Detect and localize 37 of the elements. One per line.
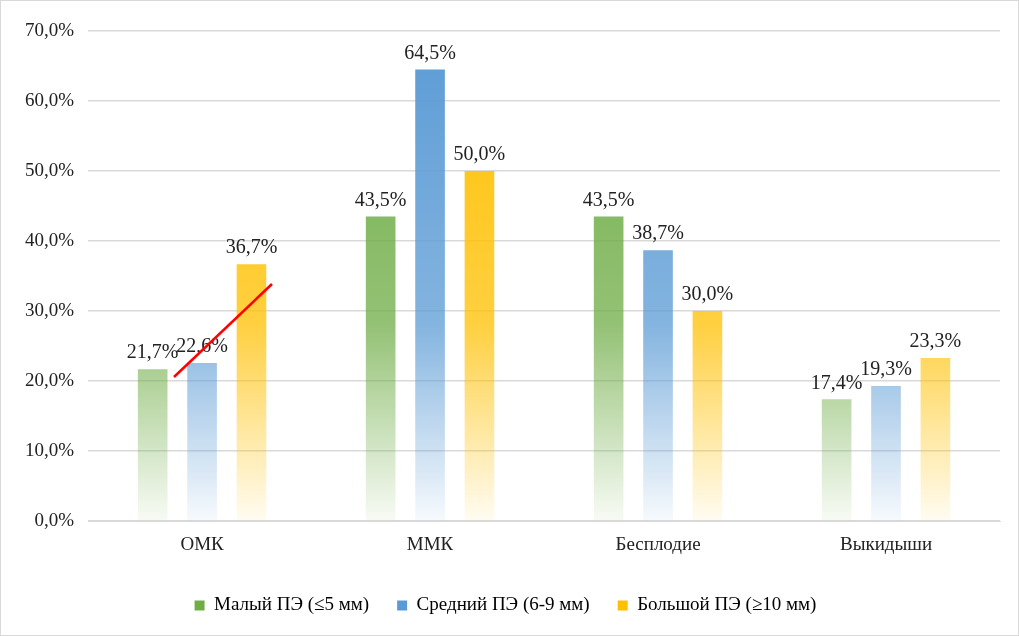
x-tick-label: ОМК bbox=[180, 532, 225, 554]
y-tick-label: 30,0% bbox=[25, 299, 75, 321]
x-tick-label: Бесплодие bbox=[615, 532, 701, 554]
y-tick-label: 60,0% bbox=[25, 89, 75, 111]
legend-label: Малый ПЭ (≤5 мм) bbox=[214, 593, 370, 616]
data-label: 23,3% bbox=[909, 329, 962, 352]
data-label: 43,5% bbox=[354, 187, 407, 210]
y-tick-label: 20,0% bbox=[25, 369, 75, 391]
bar bbox=[821, 399, 852, 521]
legend-label: Средний ПЭ (6-9 мм) bbox=[416, 593, 590, 616]
bar bbox=[643, 250, 673, 521]
data-label: 19,3% bbox=[860, 357, 912, 380]
bar bbox=[415, 69, 445, 521]
data-label: 50,0% bbox=[453, 142, 506, 165]
data-label: 38,7% bbox=[632, 221, 684, 244]
bar bbox=[464, 171, 495, 521]
y-tick-label: 70,0% bbox=[25, 18, 75, 40]
bar bbox=[137, 369, 168, 521]
bar bbox=[187, 362, 217, 521]
bar bbox=[365, 216, 396, 521]
bar bbox=[920, 358, 951, 521]
bar bbox=[236, 264, 267, 521]
y-tick-label: 40,0% bbox=[25, 229, 75, 251]
data-label: 17,4% bbox=[810, 370, 863, 393]
legend-label: Большой ПЭ (≥10 мм) bbox=[637, 593, 817, 616]
y-tick-label: 10,0% bbox=[25, 439, 75, 461]
bar bbox=[871, 386, 901, 521]
data-label: 30,0% bbox=[681, 282, 734, 305]
y-tick-label: 0,0% bbox=[34, 509, 75, 531]
y-tick-label: 50,0% bbox=[25, 159, 75, 181]
bar bbox=[692, 311, 723, 521]
data-label: 36,7% bbox=[225, 235, 278, 258]
bar bbox=[593, 216, 624, 521]
data-label: 43,5% bbox=[582, 187, 635, 210]
x-tick-label: Выкидыши bbox=[839, 532, 933, 554]
x-tick-label: ММК bbox=[406, 532, 454, 554]
data-label: 64,5% bbox=[404, 40, 456, 63]
